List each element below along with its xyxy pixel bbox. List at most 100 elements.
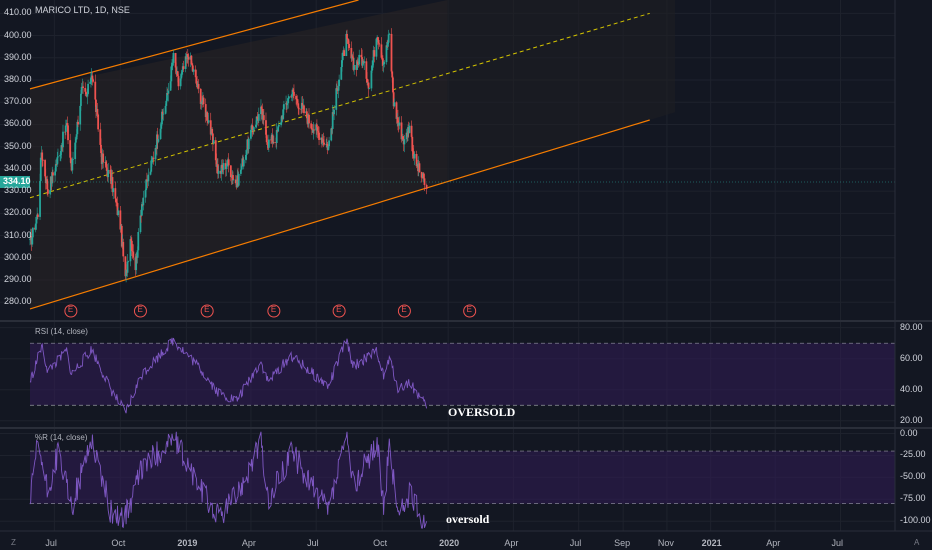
candle-body (34, 223, 37, 230)
y-tick-label: 380.00 (4, 74, 32, 84)
candle-body (356, 61, 359, 65)
candle-body (356, 61, 358, 70)
candle-body (388, 33, 391, 35)
y-tick-label: 0.00 (900, 427, 918, 438)
candle-body (51, 172, 54, 184)
candle-body (174, 53, 177, 68)
channel-fill (447, 0, 675, 182)
candle-body (301, 102, 304, 107)
candle-body (297, 103, 300, 109)
candle-body (102, 153, 105, 163)
candle-body (80, 86, 83, 94)
y-tick-label: 310.00 (4, 229, 32, 240)
candle-body (308, 114, 310, 124)
y-tick-label: -50.00 (900, 471, 926, 482)
candle-body (47, 189, 49, 194)
candle-body (373, 50, 376, 57)
candle-body (375, 38, 378, 57)
candle-body (280, 115, 283, 123)
candle-body (330, 128, 333, 141)
candle-body (226, 163, 229, 166)
earnings-marker (133, 304, 147, 318)
x-tick-label: Apr (241, 538, 256, 548)
candle-body (116, 203, 119, 216)
candle-body (149, 171, 152, 175)
candle-body (112, 188, 115, 193)
candle-body (55, 164, 58, 166)
x-tick-label: Nov (657, 538, 674, 548)
candle-body (315, 124, 318, 128)
candle-body (159, 128, 162, 140)
y-tick-label: 350.00 (4, 140, 32, 151)
earnings-marker (463, 304, 477, 318)
candle-body (272, 142, 275, 143)
candle-body (87, 83, 89, 94)
candle-body (35, 218, 38, 224)
y-tick-label: 80.00 (900, 321, 923, 332)
candle-body (191, 64, 193, 66)
candle-body (418, 163, 421, 173)
candle-body (100, 144, 102, 154)
candle-body (154, 148, 157, 160)
candle-body (255, 124, 257, 128)
auto-scale-button[interactable]: A (914, 538, 920, 547)
candle-body (105, 167, 108, 171)
candle-body (71, 159, 74, 171)
candle-body (209, 120, 212, 135)
williams-r-pane[interactable] (29, 431, 895, 529)
candle-body (44, 160, 46, 177)
candle-body (260, 106, 263, 109)
candle-body (124, 256, 127, 277)
candle-body (114, 188, 117, 199)
y-tick-label: 400.00 (4, 29, 32, 40)
candle-body (96, 109, 99, 115)
candle-body (54, 164, 57, 172)
y-tick-label: -100.00 (900, 515, 931, 526)
candle-body (313, 129, 315, 131)
candle-body (337, 86, 340, 91)
y-tick-label: 300.00 (4, 251, 32, 262)
candle-body (391, 71, 394, 78)
candle-body (187, 57, 190, 60)
candle-body (392, 92, 395, 107)
candle-body (361, 60, 364, 66)
candle-body (277, 124, 280, 127)
channel-upper-line (29, 0, 359, 90)
earnings-marker-label: E (137, 305, 143, 314)
y-tick-label: 290.00 (4, 274, 32, 284)
price-pane[interactable] (0, 0, 895, 318)
candle-body (212, 140, 215, 144)
candle-body (376, 37, 379, 40)
candle-body (74, 142, 77, 160)
candle-body (315, 124, 318, 131)
candle-body (132, 251, 135, 258)
candle-body (184, 56, 187, 69)
candle-body (298, 108, 300, 110)
candle-body (140, 215, 143, 217)
last-price-tag: 334.10 (3, 176, 31, 186)
rsi-pane[interactable] (29, 337, 895, 414)
zoom-toggle-button[interactable]: Z (11, 538, 16, 547)
candle-body (392, 77, 394, 93)
candle-body (46, 179, 49, 190)
candle-body (140, 204, 143, 216)
candle-body (72, 159, 74, 160)
candle-body (152, 157, 155, 160)
y-tick-label: 280.00 (4, 296, 32, 307)
channel-lower-line (29, 119, 650, 310)
channel-mid-line (29, 12, 650, 199)
candle-body (381, 57, 384, 59)
candle-body (97, 114, 100, 130)
x-tick-label: Apr (504, 538, 519, 548)
candle-body (90, 77, 92, 82)
candle-body (322, 139, 325, 143)
candle-body (39, 181, 41, 217)
candle-body (157, 139, 160, 142)
x-tick-label: 2020 (439, 538, 460, 548)
candle-body (291, 89, 294, 95)
candle-body (383, 62, 386, 65)
candle-body (377, 39, 380, 44)
candle-body (310, 128, 313, 130)
candle-body (171, 65, 173, 67)
